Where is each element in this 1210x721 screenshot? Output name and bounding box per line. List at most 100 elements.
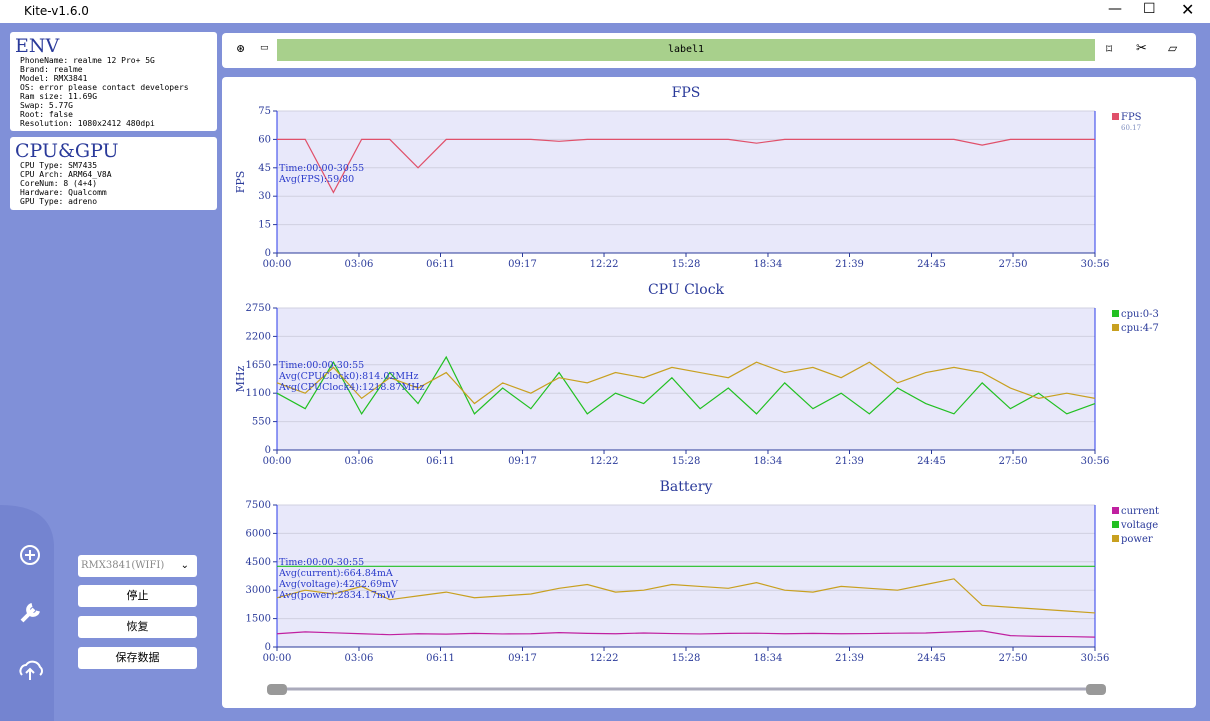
- x-tick-label: 12:22: [590, 259, 619, 270]
- series-line: [276, 578, 1096, 614]
- icon[interactable]: ▭: [260, 43, 269, 53]
- legend-value: 60.17: [1121, 124, 1141, 132]
- x-tick-label: 03:06: [345, 259, 374, 270]
- plot-area: [277, 505, 1095, 647]
- legend-label: FPS: [1121, 112, 1142, 123]
- x-tick-label: 03:06: [345, 456, 374, 467]
- y-tick-label: 75: [258, 106, 271, 117]
- series-line: [276, 355, 1096, 416]
- x-tick-label: 18:34: [754, 259, 783, 270]
- x-tick-label: 27:50: [999, 456, 1028, 467]
- y-tick-label: 30: [258, 191, 271, 202]
- x-tick-label: 00:00: [263, 456, 292, 467]
- cpu-line: CoreNum: 8 (4+4): [20, 179, 98, 188]
- x-tick-label: 15:28: [672, 259, 701, 270]
- x-tick-label: 09:17: [508, 259, 537, 270]
- legend-swatch: [1112, 535, 1119, 542]
- legend-label: voltage: [1120, 520, 1158, 531]
- slider-handle[interactable]: [1086, 684, 1106, 695]
- x-tick-label: 30:56: [1081, 259, 1110, 270]
- y-tick-label: 2750: [246, 303, 271, 314]
- device-select[interactable]: RMX3841(WIFI) ⌄: [78, 555, 197, 577]
- y-axis-label: FPS: [234, 171, 247, 194]
- y-tick-label: 7500: [246, 500, 271, 511]
- annotation: Avg(voltage):4262.69mV: [278, 579, 398, 590]
- series-line: [276, 361, 1096, 405]
- y-tick-label: 45: [258, 163, 271, 174]
- y-tick-label: 1650: [246, 360, 271, 371]
- x-tick-label: 30:56: [1081, 653, 1110, 664]
- plot-area: [277, 308, 1095, 450]
- button[interactable]: 恢复: [78, 616, 197, 638]
- legend-swatch: [1112, 507, 1119, 514]
- x-tick-label: 18:34: [754, 456, 783, 467]
- env-line: Root: false: [20, 110, 73, 119]
- legend-swatch: [1112, 113, 1119, 120]
- annotation: Time:00:00-30:55: [279, 360, 364, 371]
- env-card: ENV PhoneName: realme 12 Pro+ 5G Brand: re…: [10, 32, 217, 131]
- x-tick-label: 06:11: [426, 259, 455, 270]
- icon[interactable]: ⊛: [236, 42, 246, 55]
- annotation: Time:00:00-30:55: [279, 163, 364, 174]
- x-tick-label: 18:34: [754, 653, 783, 664]
- chart-title: FPS: [672, 85, 701, 101]
- legend-label: cpu:4-7: [1121, 323, 1159, 334]
- series-line: [276, 630, 1096, 638]
- x-tick-label: 24:45: [917, 456, 946, 467]
- x-tick-label: 00:00: [263, 653, 292, 664]
- icon[interactable]: ▱: [1168, 41, 1178, 55]
- close[interactable]: ✕: [1181, 0, 1195, 19]
- env-line: Ram size: 11.69G: [20, 92, 98, 101]
- env-line: PhoneName: realme 12 Pro+ 5G: [20, 56, 155, 65]
- upload-icon[interactable]: [19, 660, 43, 680]
- x-tick-label: 15:28: [672, 653, 701, 664]
- wrench-icon[interactable]: [20, 603, 40, 623]
- icon[interactable]: ✂: [1136, 41, 1147, 56]
- annotation: Avg(CPUClock4):1218.87MHz: [278, 382, 425, 393]
- env-line: Resolution: 1080x2412 480dpi: [20, 119, 155, 128]
- y-tick-label: 3000: [246, 585, 271, 596]
- cpu-title: CPU&GPU: [15, 140, 119, 162]
- env-line: Brand: realme: [20, 65, 83, 74]
- legend-label: cpu:0-3: [1121, 309, 1159, 320]
- annotation: Avg(CPUClock0):814.02MHz: [278, 371, 418, 382]
- legend-swatch: [1112, 310, 1119, 317]
- chart-title: Battery: [660, 479, 713, 495]
- cpu-line: CPU Arch: ARM64_V8A: [20, 170, 112, 179]
- env-line: OS: error please contact developers: [20, 83, 189, 92]
- maximize[interactable]: ☐: [1143, 1, 1156, 17]
- cpu-lines: CPU Type: SM7435 CPU Arch: ARM64_V8A CoreN…: [10, 161, 217, 206]
- x-tick-label: 06:11: [426, 456, 455, 467]
- legend-swatch: [1112, 324, 1119, 331]
- x-tick-label: 12:22: [590, 456, 619, 467]
- y-tick-label: 2200: [246, 331, 271, 342]
- x-tick-label: 21:39: [835, 653, 864, 664]
- y-tick-label: 60: [258, 134, 271, 145]
- device-name: RMX3841(WIFI): [81, 560, 165, 571]
- plot-area: [277, 111, 1095, 253]
- x-tick-label: 21:39: [835, 259, 864, 270]
- x-tick-label: 27:50: [999, 653, 1028, 664]
- slider-handle[interactable]: [267, 684, 287, 695]
- y-axis-label: MHz: [234, 365, 247, 392]
- y-tick-label: 550: [252, 417, 271, 428]
- button[interactable]: 停止: [78, 585, 197, 607]
- env-line: Swap: 5.77G: [20, 101, 73, 110]
- icon[interactable]: ⌑: [1106, 42, 1113, 56]
- x-tick-label: 12:22: [590, 653, 619, 664]
- add-icon[interactable]: [20, 545, 40, 565]
- legend-label: power: [1121, 534, 1153, 545]
- button[interactable]: 保存数据: [78, 647, 197, 669]
- x-tick-label: 09:17: [508, 653, 537, 664]
- x-tick-label: 15:28: [672, 456, 701, 467]
- cpu-line: GPU Type: adreno: [20, 197, 98, 206]
- side-icons: [0, 505, 54, 721]
- series-line: [277, 138, 1095, 194]
- x-tick-label: 03:06: [345, 653, 374, 664]
- minimize[interactable]: —: [1108, 1, 1122, 17]
- annotation: Avg(current):664.84mA: [278, 568, 393, 579]
- legend-label: current: [1121, 506, 1159, 517]
- toolbar: ⊛ ▭ label1 ⌑ ✂ ▱: [222, 33, 1196, 68]
